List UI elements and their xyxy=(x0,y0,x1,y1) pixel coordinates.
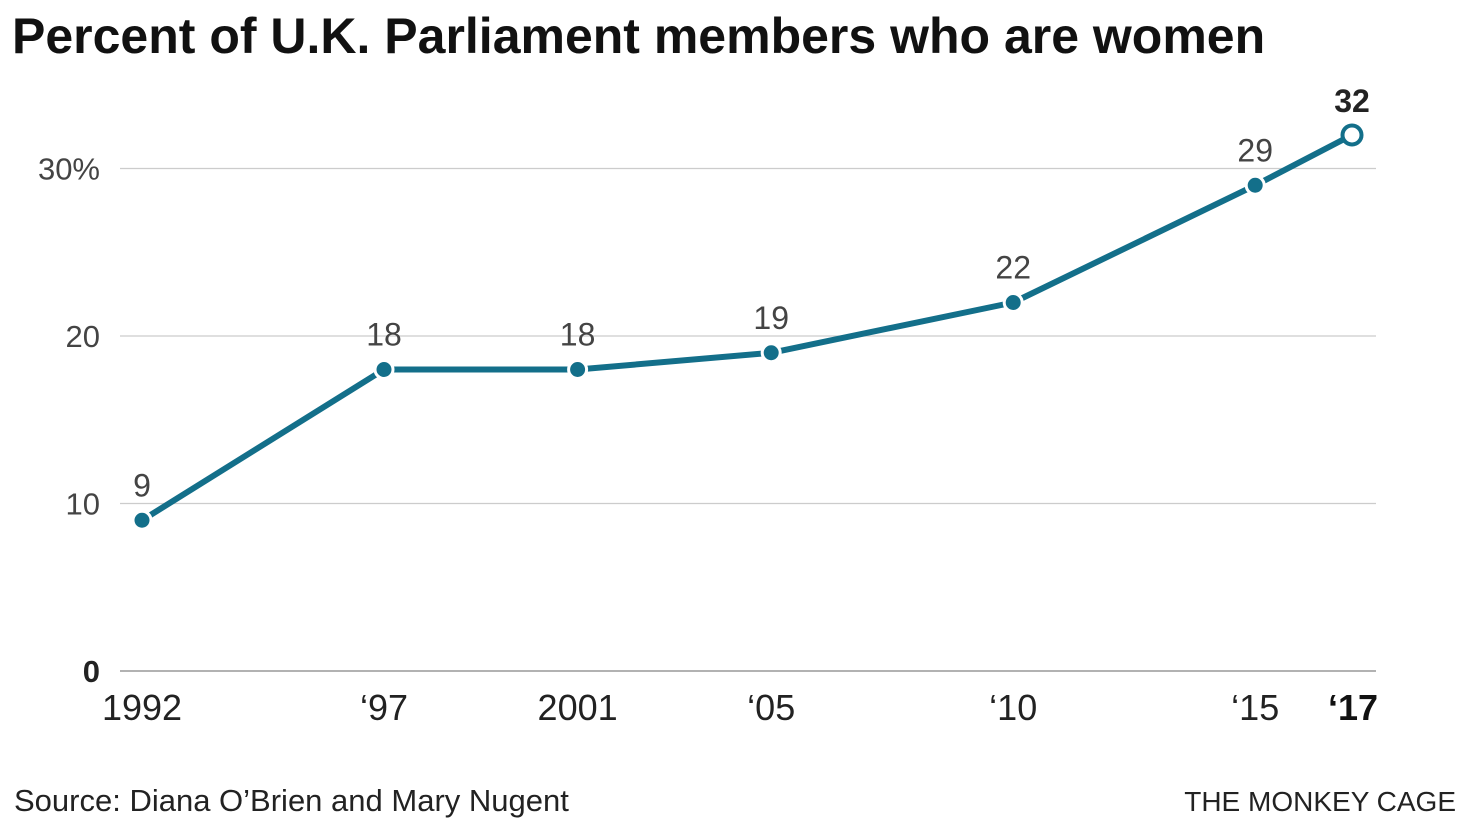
series-line-group xyxy=(139,132,1355,524)
source-note: Source: Diana O’Brien and Mary Nugent xyxy=(14,783,569,818)
data-label: 9 xyxy=(133,467,151,503)
x-axis-ticks: 1992 ‘97 2001 ‘05 ‘10 ‘15 ‘17 xyxy=(102,687,1378,728)
data-label: 18 xyxy=(366,317,402,353)
data-point xyxy=(760,342,782,364)
series-line xyxy=(139,132,1355,524)
data-point xyxy=(1002,292,1024,313)
data-point xyxy=(1244,174,1266,196)
x-tick-label: 2001 xyxy=(538,687,618,728)
data-point-highlight xyxy=(1340,123,1364,147)
credit-label: THE MONKEY CAGE xyxy=(1184,786,1456,817)
y-tick-label: 0 xyxy=(83,654,100,689)
y-tick-label: 20 xyxy=(66,319,100,354)
data-label: 29 xyxy=(1237,132,1273,168)
data-point xyxy=(131,509,153,531)
x-tick-label: ‘17 xyxy=(1328,687,1378,728)
y-axis-ticks: 0 10 20 30% xyxy=(38,152,100,690)
y-tick-label: 10 xyxy=(66,487,100,522)
data-label-highlight: 32 xyxy=(1334,83,1370,119)
x-tick-label: ‘15 xyxy=(1231,687,1279,728)
x-tick-label: ‘05 xyxy=(747,687,795,728)
data-point xyxy=(567,359,589,380)
chart-title: Percent of U.K. Parliament members who a… xyxy=(12,8,1266,64)
data-labels: 9 18 18 19 22 29 32 xyxy=(133,83,1370,503)
data-point xyxy=(373,359,395,380)
data-label: 18 xyxy=(560,317,596,353)
data-points xyxy=(131,123,1364,531)
x-tick-label: 1992 xyxy=(102,687,182,728)
gridlines xyxy=(120,167,1376,672)
data-label: 19 xyxy=(753,300,789,336)
y-tick-label: 30% xyxy=(38,152,100,187)
x-tick-label: ‘97 xyxy=(360,687,408,728)
data-label: 22 xyxy=(995,250,1031,286)
x-tick-label: ‘10 xyxy=(989,687,1037,728)
